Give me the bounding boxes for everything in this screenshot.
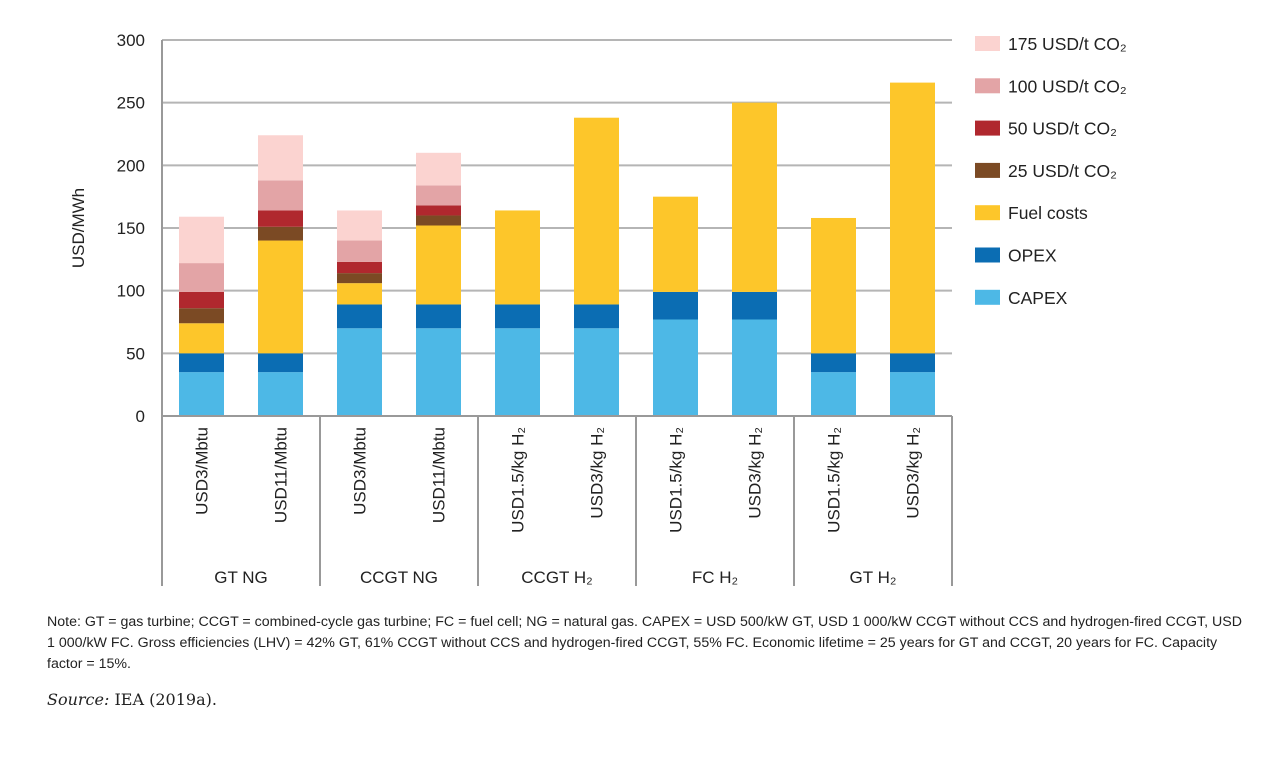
- y-tick-label: 250: [117, 94, 145, 113]
- y-tick-label: 50: [126, 344, 145, 363]
- bar-segment: [416, 205, 461, 216]
- bar-segment: [179, 323, 224, 354]
- bar-segment: [495, 210, 540, 305]
- bar-segment: [179, 263, 224, 292]
- legend-swatch: [975, 36, 1000, 51]
- bar-segment: [258, 372, 303, 416]
- bar-segment: [258, 210, 303, 227]
- bar-segment: [258, 180, 303, 211]
- bar-segment: [416, 185, 461, 206]
- y-tick-label: 150: [117, 219, 145, 238]
- bar-segment: [574, 117, 619, 305]
- x-tick-label: USD3/kg H₂: [746, 427, 765, 519]
- bar-segment: [416, 215, 461, 226]
- x-tick-label: USD11/Mbtu: [430, 427, 449, 523]
- bar-segment: [416, 225, 461, 305]
- x-tick-label: USD1.5/kg H₂: [667, 427, 686, 533]
- legend-swatch: [975, 289, 1000, 305]
- y-tick-label: 300: [117, 31, 145, 50]
- group-label: CCGT NG: [360, 568, 438, 587]
- bar-segment: [258, 240, 303, 354]
- legend-swatch: [975, 247, 1000, 263]
- legend-swatch: [975, 78, 1000, 94]
- bar-segment: [732, 102, 777, 292]
- legend-swatch: [975, 205, 1000, 221]
- bar-segment: [337, 261, 382, 274]
- legend-swatch: [975, 162, 1000, 178]
- x-tick-label: USD3/kg H₂: [588, 427, 607, 519]
- bar-segment: [653, 196, 698, 292]
- x-tick-label: USD1.5/kg H₂: [825, 427, 844, 533]
- bar-segment: [732, 319, 777, 416]
- y-axis-label: USD/MWh: [69, 188, 88, 268]
- bar-segment: [811, 217, 856, 354]
- bar-segment: [179, 308, 224, 324]
- group-label: GT NG: [214, 568, 268, 587]
- source-label: Source:: [47, 690, 110, 709]
- bar-segment: [416, 304, 461, 329]
- legend-label: OPEX: [1008, 246, 1057, 266]
- bar-segment: [337, 283, 382, 305]
- bar-segment: [653, 319, 698, 416]
- x-tick-label: USD3/kg H₂: [904, 427, 923, 519]
- legend-label: CAPEX: [1008, 288, 1068, 308]
- bar-segment: [337, 210, 382, 241]
- bar-segment: [495, 304, 540, 329]
- source-text: IEA (2019a).: [109, 690, 217, 709]
- group-label: GT H₂: [850, 568, 897, 587]
- x-tick-label: USD11/Mbtu: [272, 427, 291, 523]
- bar-segment: [495, 328, 540, 416]
- legend-label: 50 USD/t CO₂: [1008, 119, 1117, 139]
- bar-segment: [258, 353, 303, 373]
- bar-segment: [416, 328, 461, 416]
- chart-note: Note: GT = gas turbine; CCGT = combined-…: [47, 614, 1242, 672]
- bar-segment: [337, 304, 382, 329]
- legend-label: 100 USD/t CO₂: [1008, 76, 1127, 96]
- legend-label: 175 USD/t CO₂: [1008, 34, 1127, 54]
- group-label: CCGT H₂: [521, 568, 592, 587]
- bar-segment: [732, 291, 777, 320]
- legend-swatch: [975, 120, 1000, 136]
- bar-segment: [179, 216, 224, 264]
- legend-label: Fuel costs: [1008, 203, 1088, 223]
- bar-segment: [416, 152, 461, 186]
- bar-segment: [258, 135, 303, 181]
- bar-segment: [179, 353, 224, 373]
- bar-segment: [258, 226, 303, 241]
- bar-segment: [337, 328, 382, 416]
- chart-source: Source: IEA (2019a).: [47, 690, 217, 709]
- bar-segment: [811, 353, 856, 373]
- y-tick-label: 200: [117, 156, 145, 175]
- group-label: FC H₂: [692, 568, 738, 587]
- bar-segment: [574, 328, 619, 416]
- bar-segment: [890, 372, 935, 416]
- x-tick-label: USD3/Mbtu: [351, 427, 370, 515]
- legend-label: 25 USD/t CO₂: [1008, 161, 1117, 181]
- x-tick-label: USD3/Mbtu: [193, 427, 212, 515]
- bar-segment: [179, 372, 224, 416]
- bar-segment: [337, 240, 382, 262]
- bar-segment: [337, 273, 382, 284]
- bar-segment: [653, 291, 698, 320]
- y-tick-label: 100: [117, 282, 145, 301]
- bar-segment: [890, 82, 935, 354]
- bar-segment: [811, 372, 856, 416]
- stacked-bar-chart: 0 50 100 150 200 250 300 USD/MWh USD3/Mbtu USD11/…: [69, 31, 1127, 587]
- y-tick-label: 0: [136, 407, 145, 426]
- bar-segment: [574, 304, 619, 329]
- x-tick-label: USD1.5/kg H₂: [509, 427, 528, 533]
- bar-segment: [179, 291, 224, 309]
- bar-segment: [890, 353, 935, 373]
